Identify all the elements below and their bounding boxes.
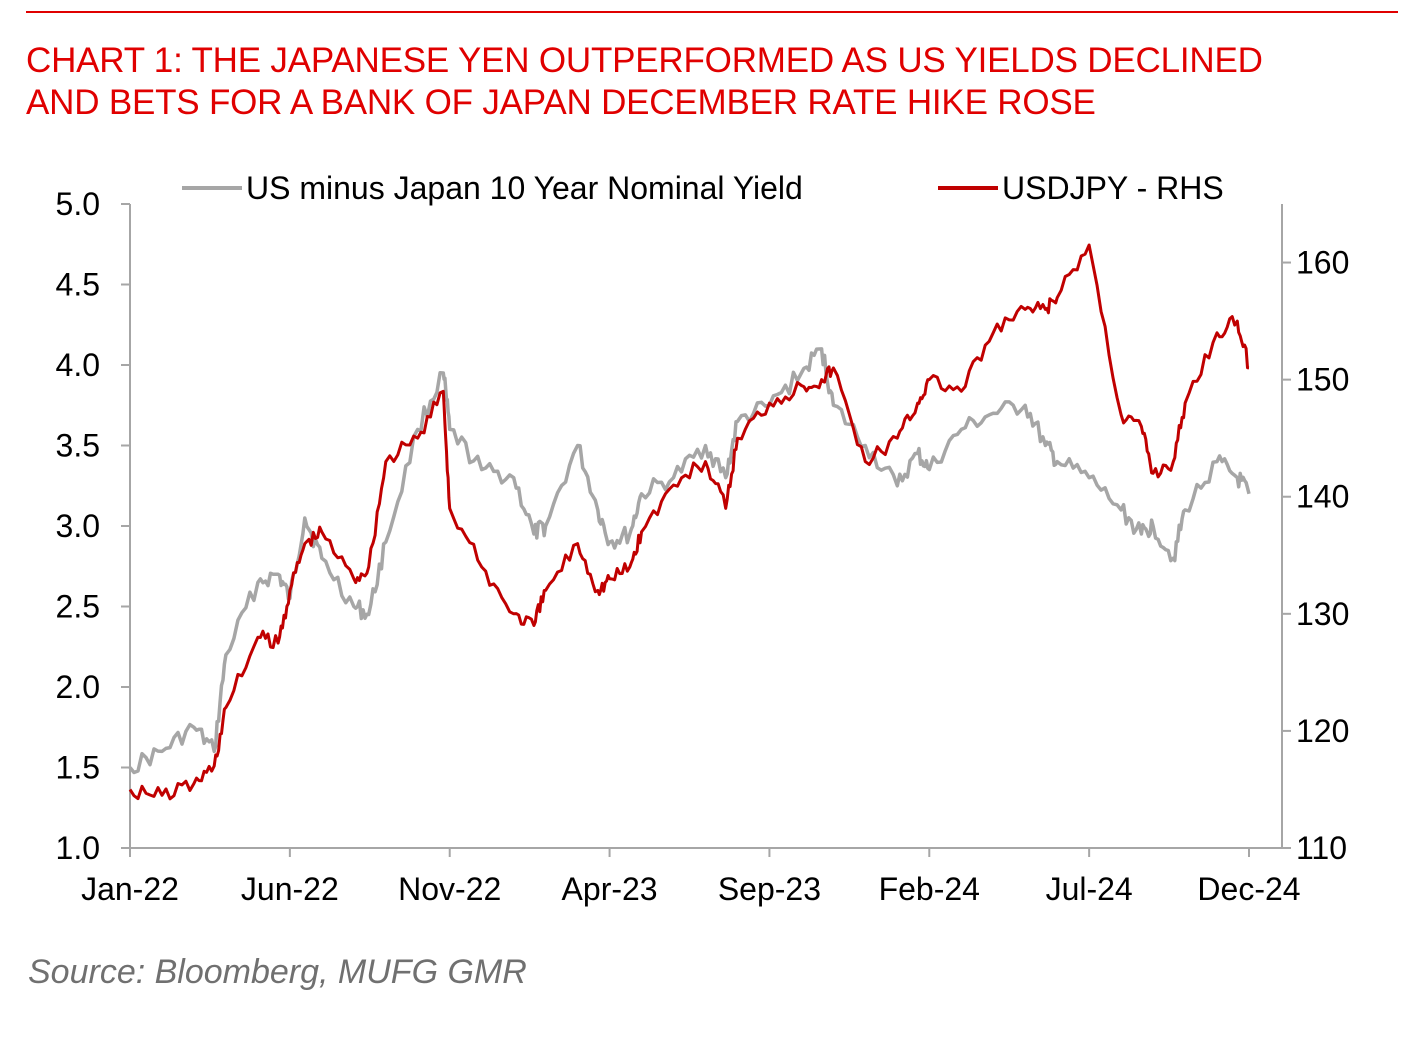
left-tick-label: 3.5 (56, 428, 100, 464)
legend-label-yield: US minus Japan 10 Year Nominal Yield (246, 170, 803, 206)
plot-area (128, 243, 1251, 801)
left-tick-label: 4.5 (56, 267, 100, 303)
left-y-axis: 1.0 1.5 2.0 2.5 3.0 3.5 4.0 4.5 5.0 (56, 186, 131, 866)
right-tick-label: 130 (1296, 596, 1349, 632)
left-tick-label: 5.0 (56, 186, 100, 222)
right-y-axis: 110 120 130 140 150 160 (1281, 204, 1349, 866)
x-tick-label: Sep-23 (718, 871, 821, 907)
x-axis: Jan-22 Jun-22 Nov-22 Apr-23 Sep-23 Feb-24 Jul-… (81, 847, 1301, 907)
x-tick-label: Jan-22 (81, 871, 179, 907)
left-tick-label: 2.5 (56, 589, 100, 625)
right-tick-label: 140 (1296, 479, 1349, 515)
left-tick-label: 3.0 (56, 508, 100, 544)
x-tick-label: Nov-22 (398, 871, 501, 907)
left-tick-label: 1.0 (56, 830, 100, 866)
series-line-us-japan-yield (128, 347, 1251, 775)
right-tick-label: 120 (1296, 713, 1349, 749)
x-tick-label: Jul-24 (1046, 871, 1133, 907)
x-tick-label: Dec-24 (1197, 871, 1300, 907)
chart-title-line-1: CHART 1: THE JAPANESE YEN OUTPERFORMED A… (26, 41, 1263, 80)
left-tick-label: 2.0 (56, 669, 100, 705)
chart: 1.0 1.5 2.0 2.5 3.0 3.5 4.0 4.5 5.0 110 120 130 140… (56, 170, 1350, 907)
left-tick-label: 1.5 (56, 750, 100, 786)
legend: US minus Japan 10 Year Nominal Yield USDJ… (182, 170, 1224, 206)
x-tick-label: Apr-23 (562, 871, 658, 907)
source-note: Source: Bloomberg, MUFG GMR (28, 953, 527, 991)
x-tick-label: Feb-24 (879, 871, 980, 907)
left-tick-label: 4.0 (56, 347, 100, 383)
right-tick-label: 160 (1296, 245, 1349, 281)
x-tick-label: Jun-22 (241, 871, 339, 907)
chart-title: CHART 1: THE JAPANESE YEN OUTPERFORMED A… (26, 40, 1406, 124)
series-line-usdjpy (128, 243, 1250, 801)
right-tick-label: 150 (1296, 362, 1349, 398)
top-rule (26, 11, 1398, 13)
legend-label-usdjpy: USDJPY - RHS (1002, 170, 1224, 206)
right-tick-label: 110 (1296, 830, 1347, 866)
chart-title-line-2: AND BETS FOR A BANK OF JAPAN DECEMBER RA… (26, 83, 1096, 122)
